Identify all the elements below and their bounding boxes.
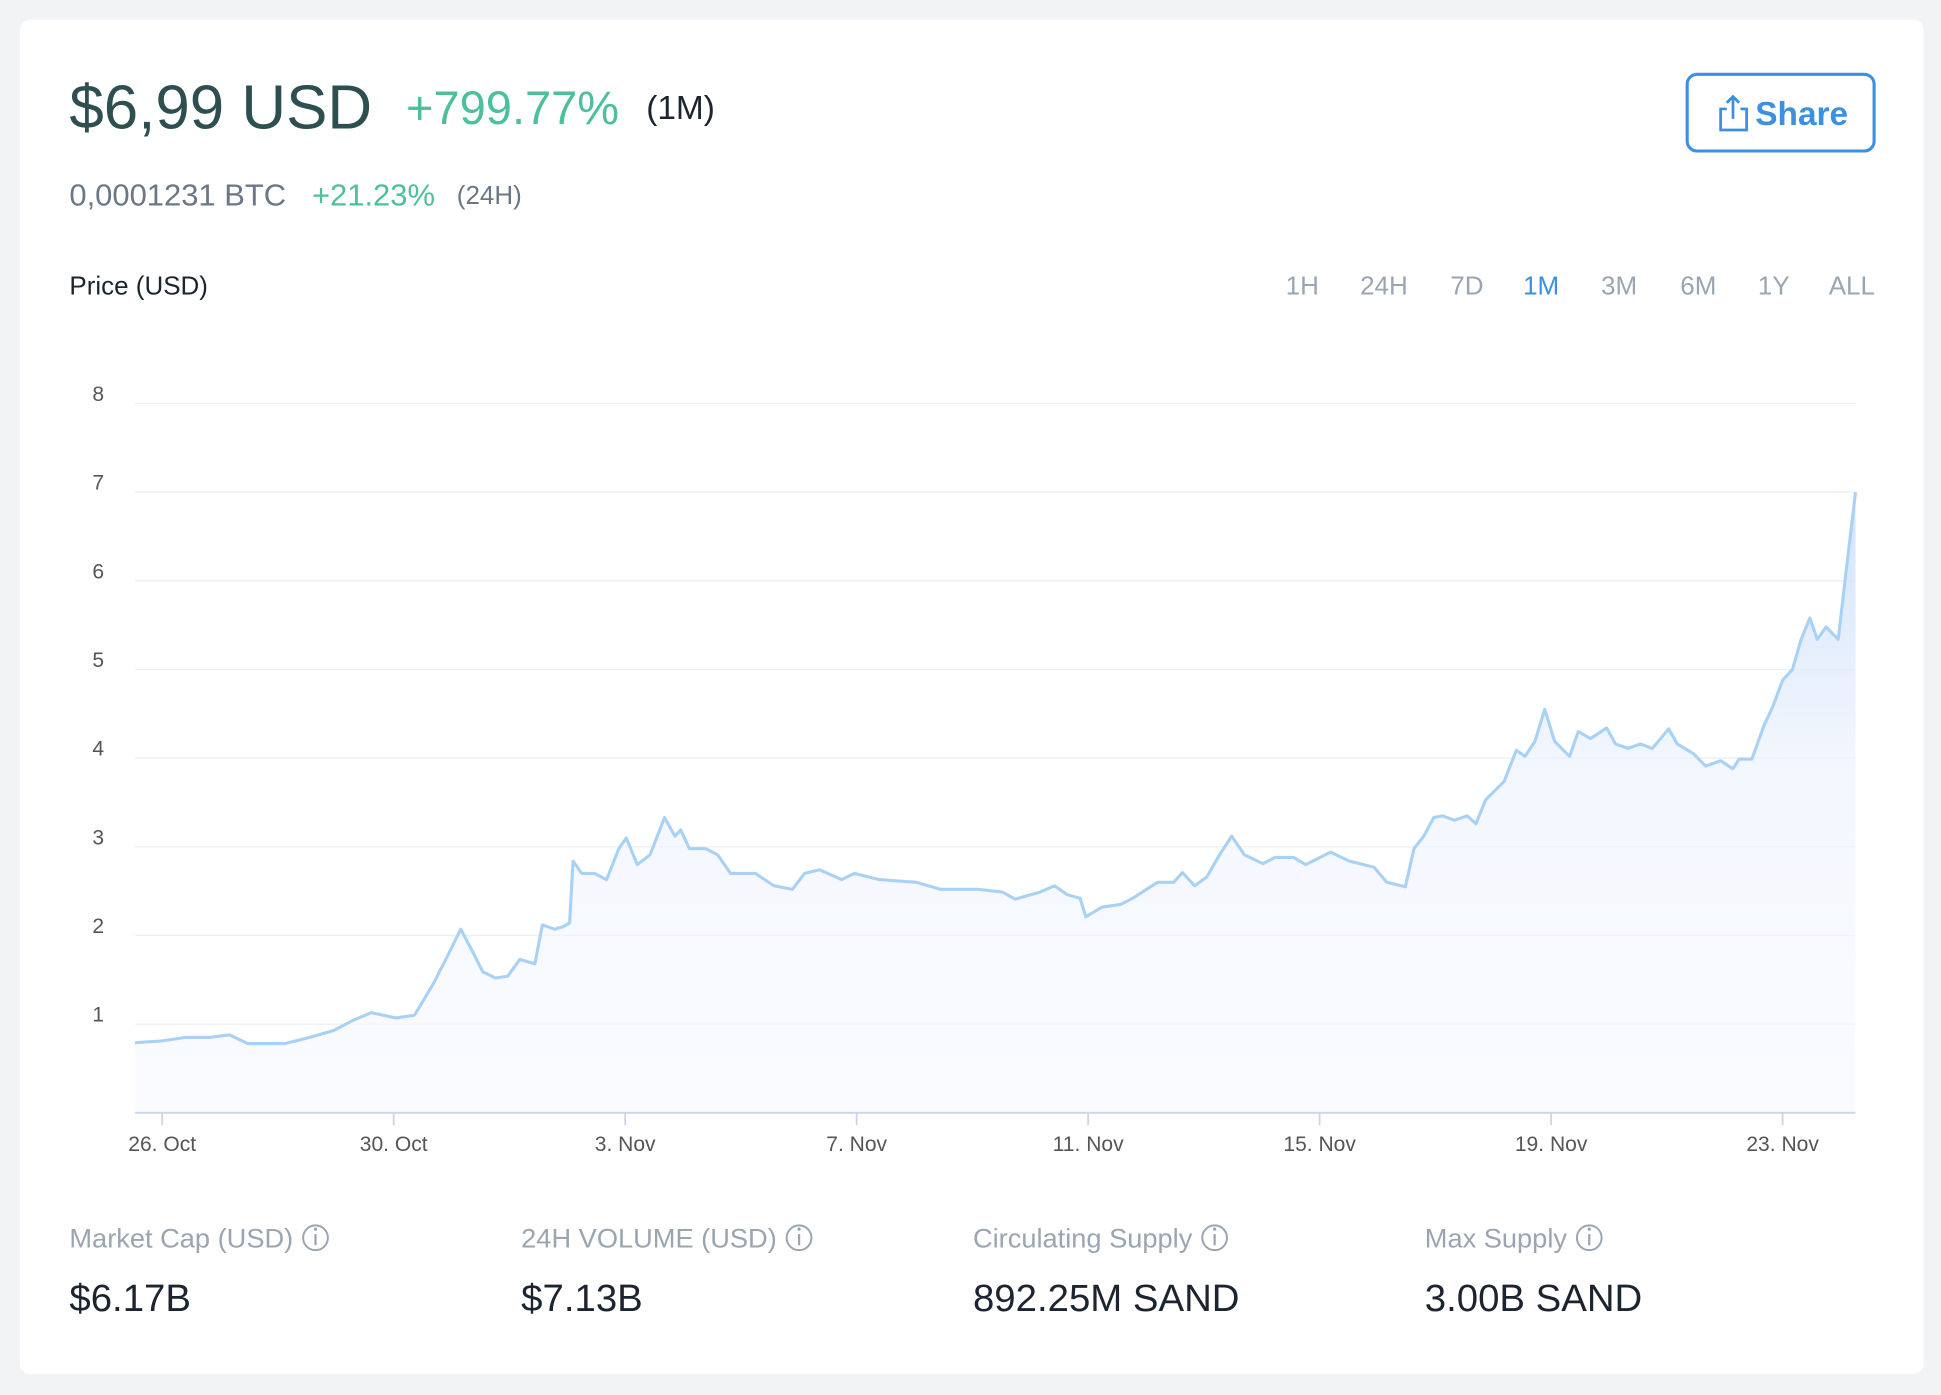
y-tick-label: 3 bbox=[92, 826, 104, 849]
share-label[interactable]: Share bbox=[1755, 96, 1848, 133]
timeframe-button[interactable]: ALL bbox=[1829, 271, 1875, 301]
timeframe-button[interactable]: 7D bbox=[1450, 271, 1483, 301]
share-button[interactable]: Share bbox=[1685, 72, 1876, 153]
btc-period: (24H) bbox=[457, 180, 522, 210]
info-icon[interactable] bbox=[1201, 1224, 1228, 1252]
x-tick-label: 3. Nov bbox=[595, 1133, 656, 1156]
stat-label: Max Supply bbox=[1425, 1223, 1568, 1254]
share-icon bbox=[1719, 94, 1748, 132]
x-tick-label: 30. Oct bbox=[360, 1133, 428, 1156]
y-tick-label: 8 bbox=[92, 383, 104, 406]
info-icon[interactable] bbox=[302, 1224, 329, 1252]
y-tick-label: 5 bbox=[92, 649, 104, 672]
x-tick-label: 26. Oct bbox=[128, 1133, 196, 1156]
timeframe-button[interactable]: 24H bbox=[1360, 271, 1408, 301]
stat-label: Circulating Supply bbox=[973, 1223, 1193, 1254]
x-tick-label: 15. Nov bbox=[1283, 1133, 1356, 1156]
card bbox=[19, 19, 1924, 1374]
price-change: +799.77% bbox=[406, 81, 619, 134]
stat-value: $7.13B bbox=[521, 1277, 643, 1320]
timeframe-button[interactable]: 1H bbox=[1286, 271, 1319, 301]
area bbox=[134, 492, 1856, 1113]
btc-price: 0,0001231 BTC bbox=[69, 177, 286, 212]
share-button-frame[interactable] bbox=[1685, 72, 1876, 153]
timeframes: 1H 24H 7D 1M 3M 6M 1Y ALL bbox=[1286, 271, 1875, 301]
info-icon-dot bbox=[1213, 1227, 1217, 1231]
info-icon[interactable] bbox=[785, 1224, 813, 1252]
btc-change: +21.23% bbox=[312, 177, 435, 212]
chart-title: Price (USD) bbox=[69, 271, 208, 301]
stat-label: 24H VOLUME (USD) bbox=[521, 1223, 777, 1254]
change-period: (1M) bbox=[646, 90, 715, 127]
timeframe-button[interactable]: 3M bbox=[1601, 271, 1637, 301]
info-icon-dot bbox=[313, 1227, 318, 1231]
stat-value: 892.25M SAND bbox=[973, 1277, 1240, 1320]
stat-value: $6.17B bbox=[69, 1277, 191, 1320]
x-tick-label: 7. Nov bbox=[826, 1133, 887, 1156]
info-icon-dot bbox=[797, 1227, 801, 1231]
price: $6,99 USD bbox=[69, 74, 372, 143]
y-tick-label: 1 bbox=[92, 1004, 104, 1027]
stat-label: Market Cap (USD) bbox=[69, 1223, 293, 1254]
y-tick-label: 7 bbox=[92, 472, 104, 495]
info-icon-dot bbox=[1587, 1227, 1591, 1231]
y-tick-label: 2 bbox=[92, 915, 104, 938]
chart: 1 2 3 4 5 6 7 8 26. Oct 30. Oct 3. Nov 7. Nov 11. No… bbox=[92, 383, 1858, 1156]
y-tick-label: 4 bbox=[92, 738, 104, 761]
stat-value: 3.00B SAND bbox=[1425, 1277, 1642, 1320]
info-icon[interactable] bbox=[1575, 1224, 1603, 1252]
timeframe-button[interactable]: 1Y bbox=[1758, 271, 1790, 301]
x-tick-label: 19. Nov bbox=[1515, 1133, 1588, 1156]
x-tick-label: 11. Nov bbox=[1053, 1133, 1124, 1156]
y-tick-label: 6 bbox=[92, 560, 104, 583]
timeframe-button[interactable]: 1M bbox=[1523, 271, 1559, 301]
x-tick-label: 23. Nov bbox=[1746, 1133, 1819, 1156]
stats: Market Cap (USD) $6.17B 24H VOLUME (USD) $7… bbox=[69, 1223, 1642, 1320]
line bbox=[134, 491, 1858, 1046]
timeframe-button[interactable]: 6M bbox=[1680, 271, 1716, 301]
